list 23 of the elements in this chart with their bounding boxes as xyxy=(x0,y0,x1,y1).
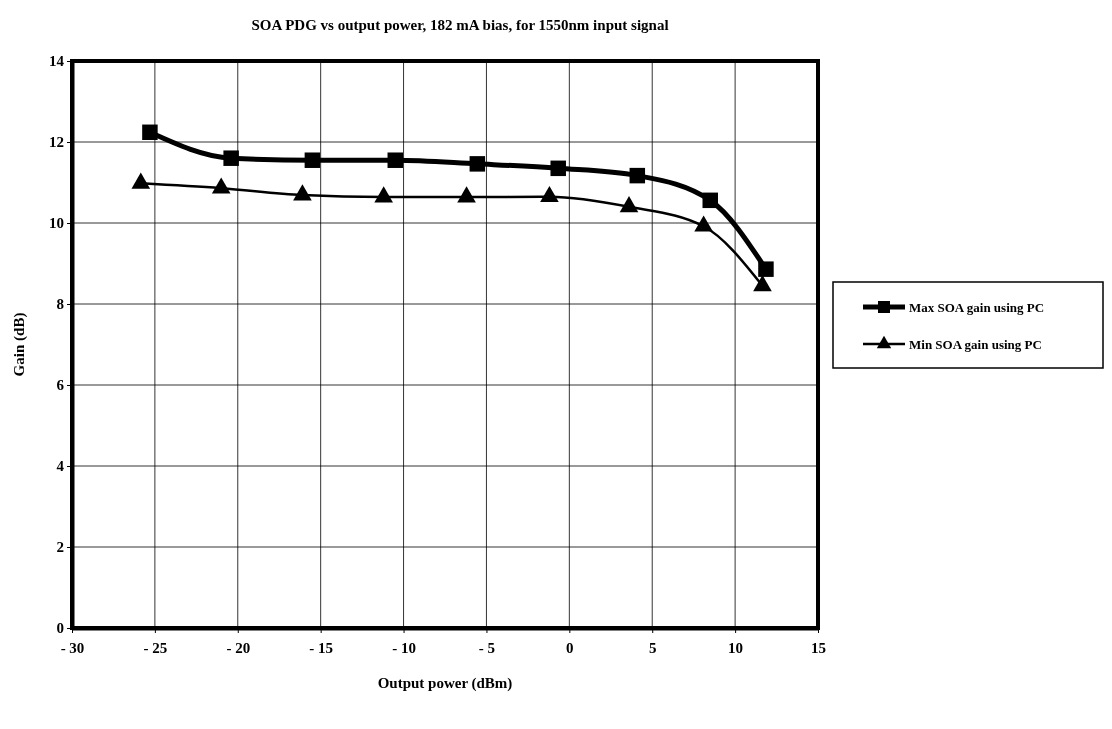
x-tick-label: - 30 xyxy=(60,639,85,656)
chart-title: SOA PDG vs output power, 182 mA bias, for 1550nm input signal xyxy=(251,17,669,33)
x-tick-label: - 25 xyxy=(143,639,168,656)
y-tick-label: 0 xyxy=(56,620,64,637)
legend-label: Max SOA gain using PC xyxy=(909,300,1045,315)
x-axis-title: Output power (dBm) xyxy=(377,675,513,692)
x-tick-label: 0 xyxy=(566,639,574,656)
x-tick-label: 10 xyxy=(728,639,744,656)
y-tick-label: 10 xyxy=(49,215,64,232)
x-tick-label: - 10 xyxy=(392,639,416,656)
x-tick-label: - 20 xyxy=(226,639,251,656)
y-tick-label: 14 xyxy=(49,53,65,70)
x-tick-label: - 15 xyxy=(309,639,334,656)
y-tick-label: 4 xyxy=(56,458,65,475)
y-tick-label: 8 xyxy=(56,296,64,313)
x-tick-label: - 5 xyxy=(478,639,496,656)
legend-label: Min SOA gain using PC xyxy=(909,337,1042,352)
y-axis-title: Gain (dB) xyxy=(11,312,28,377)
y-tick-label: 2 xyxy=(56,539,64,556)
y-tick-label: 6 xyxy=(56,377,65,394)
y-tick-label: 12 xyxy=(49,134,64,151)
x-tick-label: 5 xyxy=(648,639,657,656)
x-tick-label: 15 xyxy=(811,639,826,656)
